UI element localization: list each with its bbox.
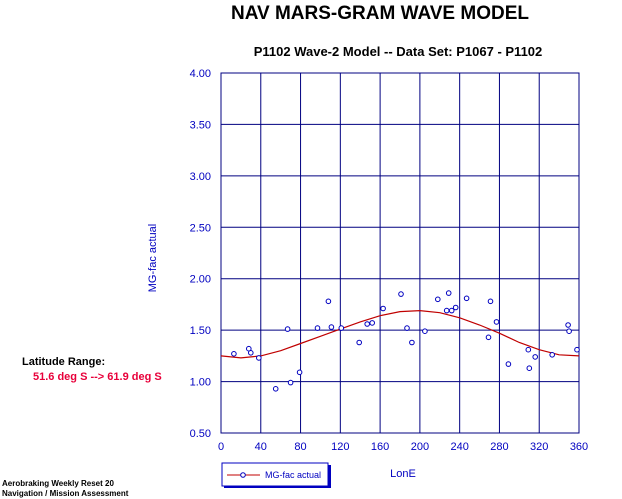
data-point [284,326,291,332]
plot-frame [220,72,580,434]
x-axis-title: LonE [390,468,416,480]
x-tick-label: 40 [255,441,267,453]
grid-layer [220,72,580,434]
latitude-range-value: 51.6 deg S --> 61.9 deg S [33,371,162,383]
data-point [409,339,415,346]
data-point [356,339,363,346]
data-point [398,291,404,297]
data-point [565,322,571,328]
x-tick-label: 240 [450,441,468,453]
x-tick-label: 320 [530,441,548,453]
data-point [549,352,556,358]
data-point [485,334,492,341]
y-tick-label: 0.50 [190,428,211,440]
y-tick-label: 2.00 [190,274,211,286]
data-point [566,328,572,335]
x-tick-label: 280 [490,441,508,453]
x-tick-label: 200 [411,441,429,453]
data-point [231,351,237,357]
page-title: NAV MARS-GRAM WAVE MODEL [230,3,529,24]
data-point [380,305,386,312]
data-point [314,325,321,331]
data-point [574,346,580,353]
data-point [272,386,279,392]
y-tick-label: 1.00 [190,377,211,389]
x-tick-label: 120 [331,441,349,453]
y-tick-label: 4.00 [190,68,211,80]
data-point [505,361,512,367]
data-point [525,346,532,353]
data-point [296,369,303,376]
legend-point-swatch [240,472,246,478]
x-tick-label: 80 [294,441,306,453]
legend-box-shadow [328,465,331,488]
data-point [532,354,539,360]
data-point [435,296,441,303]
y-tick-label: 2.50 [190,222,211,234]
x-tick-label: 160 [371,441,389,453]
footer-line-1: Aerobraking Weekly Reset 20 [2,479,114,488]
y-axis-title: MG-fac actual [147,224,159,292]
data-point [328,324,335,330]
footer-line-2: Navigation / Mission Assessment [2,489,129,498]
data-point [448,307,455,314]
legend-label: MG-fac actual [265,470,321,480]
data-point [325,298,332,305]
data-point [369,320,376,326]
data-point [404,325,410,331]
data-point [463,295,470,302]
data-point [493,319,500,325]
data-point [487,298,494,305]
data-point [526,365,533,372]
data-point [364,321,371,327]
data-point [422,328,428,335]
data-points-layer [231,290,580,392]
y-tick-label: 3.50 [190,119,211,131]
legend: MG-fac actual [221,462,331,488]
data-point [287,379,294,386]
chart-subtitle: P1102 Wave-2 Model -- Data Set: P1067 - … [253,44,543,59]
data-point [338,325,345,331]
y-tick-label: 1.50 [190,325,211,337]
tick-labels: 0 40 80 120 160 200 240 280 320 360 0.50 1.00 1.50 2.… [190,68,589,453]
x-tick-label: 360 [570,441,588,453]
latitude-range-label: Latitude Range: [22,356,106,368]
data-point [256,355,262,361]
data-point [443,307,450,314]
legend-box-shadow-bottom [224,486,331,488]
data-point [248,350,254,356]
data-point [452,304,459,311]
data-point [445,290,452,296]
x-tick-label: 0 [218,441,224,453]
model-curve-line [220,309,580,359]
model-curve-layer [220,309,580,359]
y-tick-label: 3.00 [190,171,211,183]
